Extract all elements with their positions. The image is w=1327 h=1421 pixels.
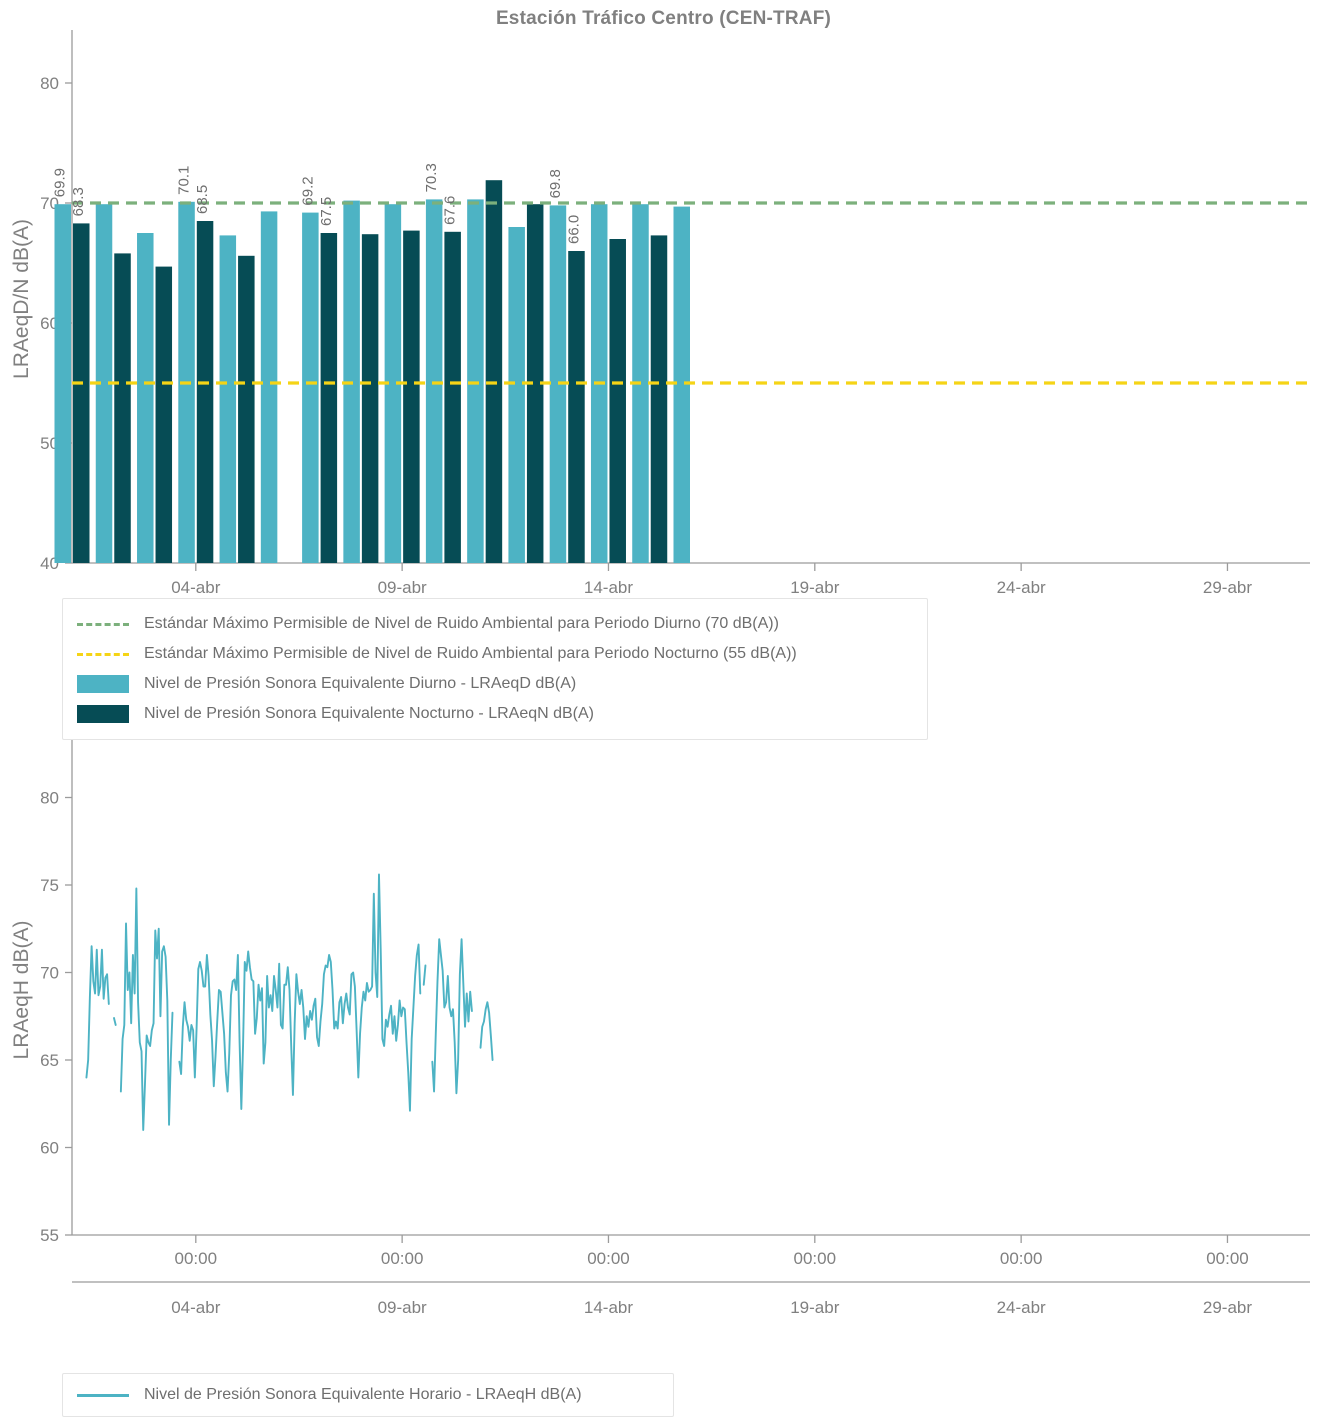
legend-dashed-line-icon <box>77 652 129 656</box>
line-segment <box>178 873 422 1112</box>
line-series-group <box>85 873 494 1131</box>
bar-diurno <box>467 199 484 563</box>
line-segment <box>119 887 174 1131</box>
bar-nocturno <box>444 231 461 564</box>
legend-item[interactable]: Nivel de Presión Sonora Equivalente Noct… <box>77 699 913 729</box>
bar-x-tick-label: 19-abr <box>790 578 839 597</box>
line-x-tick-date-label: 04-abr <box>171 1298 220 1317</box>
line-y-tick-label: 65 <box>40 1051 59 1070</box>
bar-value-label: 67.5 <box>318 197 335 226</box>
bar-nocturno <box>320 233 338 563</box>
line-segment <box>422 964 427 986</box>
line-x-tick-time-label: 00:00 <box>794 1249 837 1268</box>
legend-dashed-line-icon <box>77 622 129 626</box>
bar-value-label: 69.8 <box>547 169 564 198</box>
legend-item[interactable]: Estándar Máximo Permisible de Nivel de R… <box>77 609 913 639</box>
bar-diurno <box>95 204 113 563</box>
bar-nocturno <box>361 234 379 563</box>
bar-x-tick-label: 29-abr <box>1203 578 1252 597</box>
legend-label: Nivel de Presión Sonora Equivalente Diur… <box>144 675 577 692</box>
bar-value-label: 68.5 <box>194 185 211 214</box>
line-x-tick-date-label: 19-abr <box>790 1298 839 1317</box>
line-x-tick-date-label: 29-abr <box>1203 1298 1252 1317</box>
bar-value-label: 70.3 <box>423 163 440 192</box>
line-x-tick-date-label: 09-abr <box>378 1298 427 1317</box>
line-chart-legend: Nivel de Presión Sonora Equivalente Hora… <box>62 1373 674 1417</box>
bar-value-label: 69.9 <box>52 168 69 197</box>
page-title: Estación Tráfico Centro (CEN-TRAF) <box>495 8 832 29</box>
line-segment <box>479 1001 494 1061</box>
line-x-tick-time-label: 00:00 <box>1000 1249 1043 1268</box>
legend-item[interactable]: Nivel de Presión Sonora Equivalente Hora… <box>77 1380 659 1410</box>
bar-y-tick-label: 80 <box>40 74 59 93</box>
line-y-tick-label: 55 <box>40 1226 59 1245</box>
bar-nocturno <box>238 255 255 564</box>
line-segment <box>85 945 110 1079</box>
bar-diurno <box>302 212 319 563</box>
line-segment <box>113 1017 117 1026</box>
bar-x-tick-label: 09-abr <box>378 578 427 597</box>
legend-label: Nivel de Presión Sonora Equivalente Hora… <box>144 1386 582 1403</box>
bar-series-group <box>54 180 690 564</box>
bar-diurno <box>549 205 567 563</box>
bar-diurno <box>219 235 237 563</box>
bar-nocturno <box>73 223 90 563</box>
bar-y-tick-label: 70 <box>40 194 59 213</box>
legend-label: Estándar Máximo Permisible de Nivel de R… <box>144 645 797 662</box>
legend-label: Estándar Máximo Permisible de Nivel de R… <box>144 615 779 632</box>
bar-y-axis-title: LRAeqD/N dB(A) <box>10 219 33 379</box>
legend-label: Nivel de Presión Sonora Equivalente Noct… <box>144 705 595 722</box>
line-y-tick-label: 80 <box>40 789 59 808</box>
bar-y-tick-label: 50 <box>40 434 59 453</box>
bar-nocturno <box>609 239 626 563</box>
line-x-tick-time-label: 00:00 <box>175 1249 218 1268</box>
legend-item[interactable]: Nivel de Presión Sonora Equivalente Diur… <box>77 669 913 699</box>
bar-value-label: 66.0 <box>565 215 582 244</box>
line-x-tick-date-label: 14-abr <box>584 1298 633 1317</box>
bar-chart-legend: Estándar Máximo Permisible de Nivel de R… <box>62 598 928 740</box>
bar-x-tick-label: 04-abr <box>171 578 220 597</box>
bar-nocturno <box>403 230 420 563</box>
line-x-tick-time-label: 00:00 <box>1206 1249 1249 1268</box>
line-x-tick-date-label: 24-abr <box>997 1298 1046 1317</box>
bar-x-tick-label: 14-abr <box>584 578 633 597</box>
line-y-tick-label: 60 <box>40 1139 59 1158</box>
bar-diurno <box>425 199 443 563</box>
bar-value-label: 68.3 <box>70 187 87 216</box>
bar-value-label: 70.1 <box>176 166 193 195</box>
bar-nocturno <box>568 251 585 563</box>
bar-chart-lraeq-dn: 40 50 60 70 80 LRAeqD/N dB(A) 04-abr 09-abr 14-a… <box>10 30 1310 597</box>
line-y-axis-title: LRAeqH dB(A) <box>10 921 33 1060</box>
bar-diurno <box>260 211 278 563</box>
bar-diurno <box>137 233 154 563</box>
bar-nocturno <box>155 266 173 563</box>
line-y-tick-label: 70 <box>40 964 59 983</box>
bar-nocturno <box>114 253 131 563</box>
bar-diurno <box>673 206 690 563</box>
line-x-tick-time-label: 00:00 <box>381 1249 424 1268</box>
legend-color-swatch <box>77 675 129 693</box>
bar-value-label: 67.6 <box>442 196 459 225</box>
bar-nocturno <box>650 235 668 563</box>
bar-nocturno <box>526 204 544 563</box>
line-chart-lraeq-h: 55 60 65 70 75 80 LRAeqH dB(A) 00:00 00:00 00:00 0… <box>10 740 1310 1317</box>
bar-nocturno <box>485 180 503 563</box>
bar-diurno <box>54 204 71 563</box>
line-x-tick-time-label: 00:00 <box>587 1249 630 1268</box>
line-segment <box>431 938 473 1095</box>
line-y-tick-label: 75 <box>40 876 59 895</box>
bar-value-label: 69.2 <box>299 176 316 205</box>
bar-nocturno <box>196 221 214 563</box>
legend-solid-line-icon <box>77 1393 129 1397</box>
bar-x-tick-label: 24-abr <box>997 578 1046 597</box>
bar-y-tick-label: 60 <box>40 314 59 333</box>
bar-diurno <box>508 227 525 563</box>
legend-item[interactable]: Estándar Máximo Permisible de Nivel de R… <box>77 639 913 669</box>
bar-y-tick-label: 40 <box>40 554 59 573</box>
legend-color-swatch <box>77 705 129 723</box>
bar-diurno <box>384 204 402 563</box>
